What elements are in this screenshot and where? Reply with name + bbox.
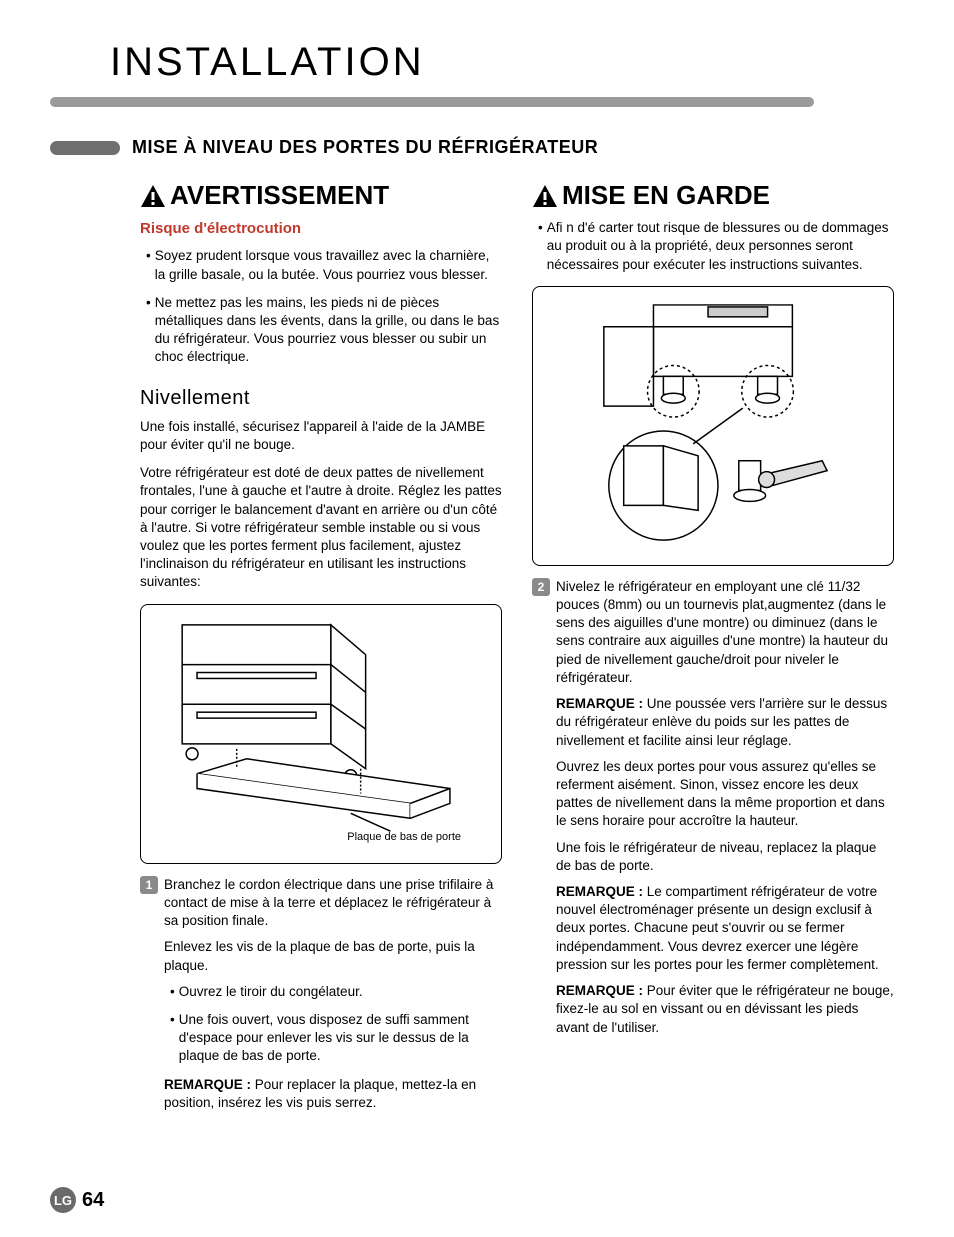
- step-note: REMARQUE : Une poussée vers l'arrière su…: [556, 695, 894, 750]
- two-column-layout: AVERTISSEMENT Risque d'électrocution • S…: [140, 178, 894, 1128]
- bullet-dot-icon: •: [146, 247, 151, 283]
- warning-icon: [140, 184, 166, 208]
- step-number-badge: 1: [140, 876, 158, 894]
- warning-bullet-text: Soyez prudent lorsque vous travaillez av…: [155, 247, 502, 283]
- caution-bullet: • Afi n d'é carter tout risque de blessu…: [538, 219, 894, 274]
- step-paragraph: Ouvrez les deux portes pour vous assurez…: [556, 758, 894, 831]
- step-bullet: • Une fois ouvert, vous disposez de suff…: [170, 1011, 502, 1066]
- bullet-dot-icon: •: [170, 1011, 175, 1066]
- caution-bullet-text: Afi n d'é carter tout risque de blessure…: [547, 219, 894, 274]
- bullet-dot-icon: •: [146, 294, 151, 367]
- step-paragraph: Branchez le cordon électrique dans une p…: [164, 876, 502, 931]
- lg-logo-icon: LG: [50, 1187, 76, 1213]
- leveling-heading: Nivellement: [140, 385, 502, 412]
- step-bullet-text: Ouvrez le tiroir du congélateur.: [179, 983, 363, 1001]
- left-column: AVERTISSEMENT Risque d'électrocution • S…: [140, 178, 502, 1128]
- manual-page: INSTALLATION MISE À NIVEAU DES PORTES DU…: [0, 0, 954, 1168]
- note-label: REMARQUE :: [556, 884, 643, 899]
- step-number-badge: 2: [532, 578, 550, 596]
- step-paragraph: Une fois le réfrigérateur de niveau, rep…: [556, 839, 894, 875]
- warning-bullet-text: Ne mettez pas les mains, les pieds ni de…: [155, 294, 502, 367]
- bullet-dot-icon: •: [170, 983, 175, 1001]
- note-label: REMARQUE :: [556, 983, 643, 998]
- step-body: Branchez le cordon électrique dans une p…: [164, 876, 502, 1120]
- step-note: REMARQUE : Pour éviter que le réfrigérat…: [556, 982, 894, 1037]
- leveling-paragraph: Une fois installé, sécurisez l'appareil …: [140, 418, 502, 454]
- step-bullet-text: Une fois ouvert, vous disposez de suffi …: [179, 1011, 502, 1066]
- step-1: 1 Branchez le cordon électrique dans une…: [140, 876, 502, 1120]
- fridge-base-illustration: [151, 615, 491, 853]
- shock-risk-heading: Risque d'électrocution: [140, 219, 502, 239]
- page-footer: LG 64: [50, 1187, 104, 1213]
- page-number: 64: [82, 1189, 104, 1212]
- step-2: 2 Nivelez le réfrigérateur en employant …: [532, 578, 894, 1045]
- figure-base-plate: Plaque de bas de porte: [140, 604, 502, 864]
- warning-label: AVERTISSEMENT: [170, 178, 389, 213]
- figure-leveling-foot: [532, 286, 894, 566]
- step-bullet: • Ouvrez le tiroir du congélateur.: [170, 983, 502, 1001]
- page-title: INSTALLATION: [110, 40, 894, 85]
- section-header-row: MISE À NIVEAU DES PORTES DU RÉFRIGÉRATEU…: [50, 137, 894, 158]
- warning-bullet: • Soyez prudent lorsque vous travaillez …: [146, 247, 502, 283]
- section-header: MISE À NIVEAU DES PORTES DU RÉFRIGÉRATEU…: [132, 137, 598, 158]
- caution-label: MISE EN GARDE: [562, 178, 770, 213]
- step-note: REMARQUE : Pour replacer la plaque, mett…: [164, 1076, 502, 1112]
- warning-bullet: • Ne mettez pas les mains, les pieds ni …: [146, 294, 502, 367]
- note-label: REMARQUE :: [556, 696, 643, 711]
- step-paragraph: Enlevez les vis de la plaque de bas de p…: [164, 938, 502, 974]
- right-column: MISE EN GARDE • Afi n d'é carter tout ri…: [532, 178, 894, 1128]
- step-body: Nivelez le réfrigérateur en employant un…: [556, 578, 894, 1045]
- note-label: REMARQUE :: [164, 1077, 251, 1092]
- section-pill-icon: [50, 141, 120, 155]
- step-note: REMARQUE : Le compartiment réfrigérateur…: [556, 883, 894, 974]
- figure-caption: Plaque de bas de porte: [347, 830, 461, 845]
- warning-heading: AVERTISSEMENT: [140, 178, 502, 213]
- divider-bar: [50, 97, 814, 107]
- caution-heading: MISE EN GARDE: [532, 178, 894, 213]
- warning-icon: [532, 184, 558, 208]
- leveling-foot-illustration: [543, 297, 883, 555]
- leveling-paragraph: Votre réfrigérateur est doté de deux pat…: [140, 464, 502, 592]
- bullet-dot-icon: •: [538, 219, 543, 274]
- step-paragraph: Nivelez le réfrigérateur en employant un…: [556, 578, 894, 687]
